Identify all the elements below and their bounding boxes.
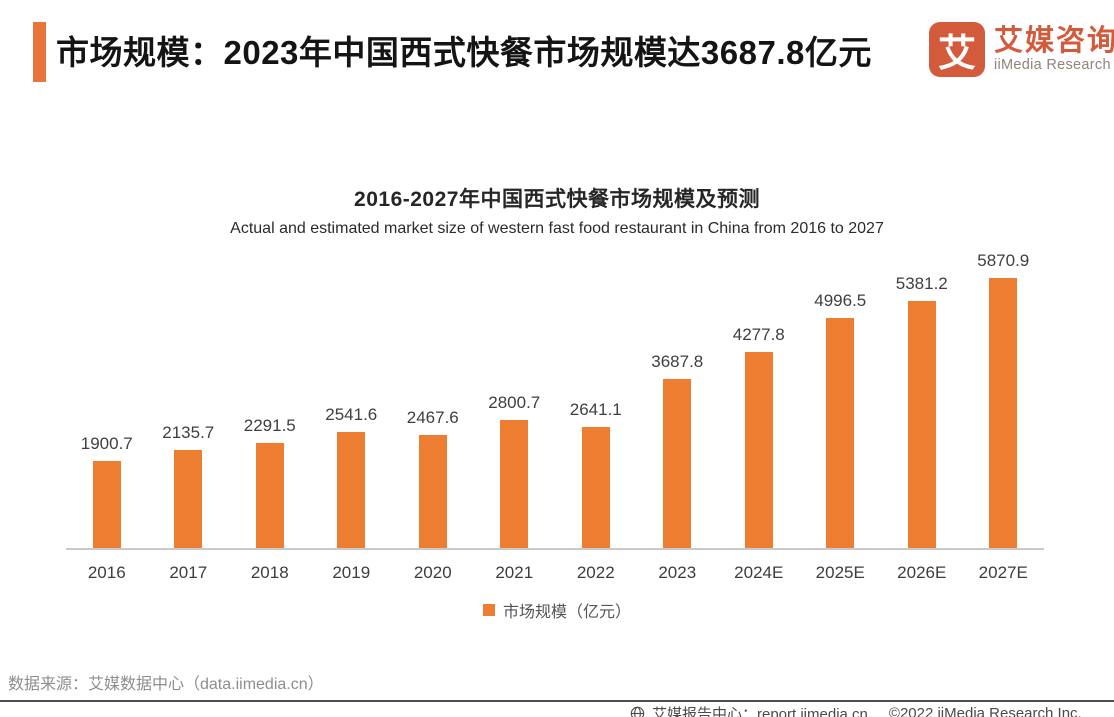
bar [337, 431, 366, 549]
bar-value-label: 2541.6 [325, 404, 378, 424]
globe-icon [630, 706, 645, 717]
x-tick-label: 2027E [978, 563, 1028, 582]
x-tick-label: 2016 [87, 563, 126, 582]
x-tick-label: 2017 [169, 563, 208, 582]
x-axis-labels: 2016 2017 2018 2019 2020 2021 2022 2023 2024E 202… [66, 563, 1044, 583]
bar-value-label: 4996.5 [814, 291, 867, 311]
bar [907, 300, 936, 549]
bar-value-label: 3687.8 [651, 351, 704, 371]
bar [581, 427, 610, 549]
logo-glyph: 艾 [937, 33, 976, 75]
bar [663, 378, 692, 549]
logo-name-en: iiMedia Research [994, 56, 1111, 73]
bar-value-label: 4277.8 [732, 324, 785, 344]
title-accent-bar [33, 22, 46, 82]
bar-column: 5381.2 [881, 274, 963, 549]
bar-value-label: 5381.2 [895, 273, 948, 293]
bar-chart-plot: 1900.7 2135.7 2291.5 2541.6 2467.6 2800.7 2641… [66, 251, 1045, 549]
bar-value-label: 2800.7 [488, 392, 541, 412]
iimedia-logo-icon: 艾 [929, 22, 985, 77]
bar-column: 5870.9 [963, 251, 1045, 549]
chart-title: 2016-2027年中国西式快餐市场规模及预测 [354, 188, 760, 211]
bar-column: 4996.5 [800, 278, 882, 549]
x-tick-label: 2021 [495, 563, 534, 582]
report-center-text: 艾媒报告中心：report.iimedia.cn [652, 706, 868, 717]
bar-value-label: 1900.7 [80, 434, 133, 454]
copyright-text: ©2022 iiMedia Research Inc. [888, 705, 1082, 717]
legend-label: 市场规模（亿元） [502, 604, 631, 621]
bar-value-label: 2135.7 [162, 423, 215, 443]
bar-column: 4277.8 [718, 278, 800, 549]
page-title: 市场规模：2023年中国西式快餐市场规模达3687.8亿元 [56, 34, 872, 71]
bar-column: 2541.6 [311, 278, 393, 549]
bar-column: 1900.7 [66, 278, 148, 549]
x-tick-label: 2020 [413, 563, 452, 582]
logo-text: 艾媒咨询 iiMedia Research [994, 25, 1114, 73]
chart-subtitle: Actual and estimated market size of west… [230, 220, 884, 237]
data-source-note: 数据来源：艾媒数据中心（data.iimedia.cn） [8, 676, 324, 693]
chart-legend: 市场规模（亿元） [0, 598, 1114, 622]
brand-logo: 艾 艾媒咨询 iiMedia Research [929, 22, 1114, 77]
bar [174, 450, 203, 549]
bar [255, 443, 284, 549]
x-tick-label: 2019 [332, 563, 371, 582]
logo-name-cn: 艾媒咨询 [994, 25, 1114, 58]
x-tick-label: 2023 [658, 563, 697, 582]
footer-divider [0, 700, 1114, 702]
bar-value-label: 5870.9 [977, 251, 1030, 270]
bar-value-label: 2467.6 [406, 408, 459, 428]
footer-bar: 艾媒报告中心：report.iimedia.cn ©2022 iiMedia R… [630, 703, 1082, 717]
bar-column: 2135.7 [148, 278, 230, 549]
bar [989, 278, 1018, 549]
bar-value-label: 2291.5 [243, 416, 296, 436]
bar [92, 461, 121, 549]
bar-column: 2467.6 [392, 278, 474, 549]
x-tick-label: 2022 [576, 563, 615, 582]
bar-column: 2641.1 [555, 278, 637, 549]
x-tick-label: 2024E [734, 563, 784, 582]
bar-column: 2800.7 [474, 278, 556, 549]
x-tick-label: 2026E [897, 563, 947, 582]
x-axis-line [66, 548, 1044, 550]
legend-swatch-icon [482, 604, 495, 616]
x-tick-label: 2018 [250, 563, 289, 582]
bar [826, 318, 855, 549]
bar-column: 3687.8 [637, 278, 719, 549]
bar [418, 435, 447, 549]
bar [500, 419, 529, 549]
bar-value-label: 2641.1 [569, 400, 622, 420]
x-tick-label: 2025E [815, 563, 865, 582]
bar-column: 2291.5 [229, 278, 311, 549]
bar [744, 351, 773, 549]
